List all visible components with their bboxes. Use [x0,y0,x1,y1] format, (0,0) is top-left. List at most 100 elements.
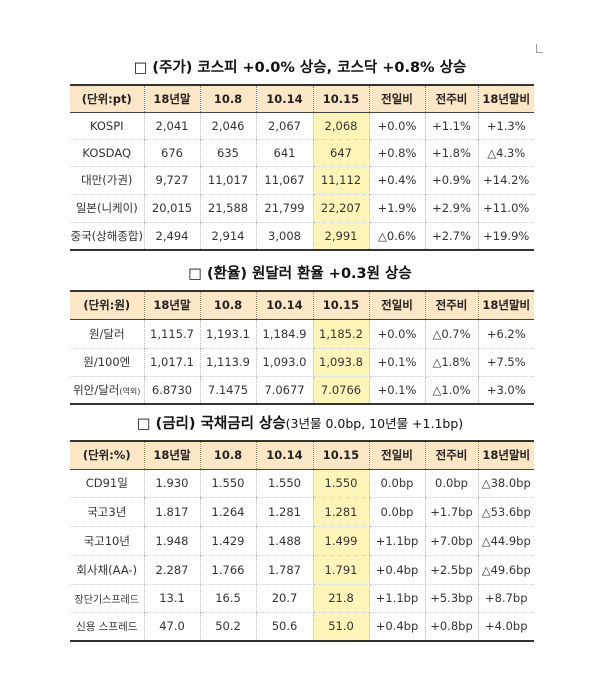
table-cell: +3.0% [477,376,534,405]
table-cell: 1.550 [199,469,256,498]
row-label: 대만(가권) [70,166,144,195]
table-cell: △44.9bp [477,526,534,556]
table-cell-current: 11,112 [312,166,369,195]
row-label: 국고3년 [70,497,144,527]
table-cell: 13.1 [143,584,200,613]
row-label: 신용 스프레드 [70,612,144,642]
rate-table: (단위:%) 18년말 10.8 10.14 10.15 전일비 전주비 18년… [70,440,534,642]
table-cell: +14.2% [477,166,534,195]
table-cell: +1.9% [368,194,425,223]
table-cell-current: 2,991 [312,222,369,251]
table-cell: +11.0% [477,194,534,223]
table-cell: 1.787 [255,555,313,585]
row-label: CD91일 [70,469,144,498]
header-col: 18년말 [143,290,200,320]
table-cell: 676 [143,139,200,167]
header-unit: (단위:%) [70,440,144,470]
table-cell: △0.7% [424,319,478,349]
table-cell: +1.1bp [368,584,425,613]
table-cell: +4.0bp [477,612,534,642]
table-row: 중국(상해종합) 2,494 2,914 3,008 2,991 △0.6% +… [70,222,534,251]
table-cell: 0.0bp [368,469,425,498]
header-unit: (단위:원) [70,290,144,320]
table-cell: +0.4bp [368,555,425,585]
header-col-current: 10.15 [312,84,369,113]
table-cell-current: 1.791 [312,555,369,585]
table-cell: +19.9% [477,222,534,251]
table-cell-current: 1.550 [312,469,369,498]
fx-table: (단위:원) 18년말 10.8 10.14 10.15 전일비 전주비 18년… [70,290,534,405]
table-cell: △38.0bp [477,469,534,498]
stock-section-title: □ (주가) 코스피 +0.0% 상승, 코스닥 +0.8% 상승 [0,56,600,77]
row-label-suffix: (역외) [119,386,141,396]
table-row: 국고3년 1.817 1.264 1.281 1.281 0.0bp +1.7b… [70,497,534,527]
table-row: 장단기스프레드 13.1 16.5 20.7 21.8 +1.1bp +5.3b… [70,584,534,613]
table-cell: 9,727 [143,166,200,195]
table-cell: △4.3% [477,139,534,167]
table-cell-current: 1,185.2 [312,319,369,349]
table-cell: +0.0% [368,112,425,140]
table-cell: 1,193.1 [199,319,256,349]
table-cell: 2,494 [143,222,200,251]
table-cell: +1.8% [424,139,478,167]
table-cell: +1.1bp [368,526,425,556]
table-cell: 3,008 [255,222,313,251]
rate-title-note: (3년물 0.0bp, 10년물 +1.1bp) [285,416,464,431]
table-cell: 16.5 [199,584,256,613]
header-col: 10.14 [255,84,313,113]
row-label: 일본(니케이) [70,194,144,223]
table-cell: 6.8730 [143,376,200,405]
table-cell: 1.429 [199,526,256,556]
table-cell: 1.948 [143,526,200,556]
table-cell: 1.817 [143,497,200,527]
row-label: 장단기스프레드 [70,584,144,613]
table-row: 원/달러 1,115.7 1,193.1 1,184.9 1,185.2 +0.… [70,319,534,349]
table-cell: +0.4% [368,166,425,195]
table-row: 대만(가권) 9,727 11,017 11,067 11,112 +0.4% … [70,166,534,195]
table-cell: +5.3bp [424,584,478,613]
header-col: 전주비 [424,290,478,320]
table-cell-current: 1.281 [312,497,369,527]
table-cell: 1.930 [143,469,200,498]
table-row: CD91일 1.930 1.550 1.550 1.550 0.0bp 0.0b… [70,469,534,498]
table-cell: +0.0% [368,319,425,349]
header-col: 전주비 [424,84,478,113]
table-cell: +0.8bp [424,612,478,642]
table-row: 원/100엔 1,017.1 1,113.9 1,093.0 1,093.8 +… [70,348,534,377]
table-cell: +1.3% [477,112,534,140]
rate-section-title: □ (금리) 국채금리 상승(3년물 0.0bp, 10년물 +1.1bp) [0,412,600,433]
page-corner-mark [536,44,543,53]
table-cell: 1,115.7 [143,319,200,349]
table-cell: 1.550 [255,469,313,498]
table-cell: 2.287 [143,555,200,585]
table-cell: 2,041 [143,112,200,140]
table-cell: 7.0677 [255,376,313,405]
table-cell: 11,067 [255,166,313,195]
table-cell-current: 1,093.8 [312,348,369,377]
table-cell: △49.6bp [477,555,534,585]
table-cell: +1.7bp [424,497,478,527]
fx-header-row: (단위:원) 18년말 10.8 10.14 10.15 전일비 전주비 18년… [70,290,534,320]
header-col-current: 10.15 [312,290,369,320]
table-cell: △1.0% [424,376,478,405]
table-cell: 1.766 [199,555,256,585]
table-cell: +0.8% [368,139,425,167]
table-cell: 2,067 [255,112,313,140]
table-cell: 1.264 [199,497,256,527]
row-label: 중국(상해종합) [70,222,144,251]
table-cell-current: 51.0 [312,612,369,642]
table-row: 일본(니케이) 20,015 21,588 21,799 22,207 +1.9… [70,194,534,223]
table-row: KOSPI 2,041 2,046 2,067 2,068 +0.0% +1.1… [70,112,534,140]
table-cell: 50.6 [255,612,313,642]
table-cell: +0.1% [368,348,425,377]
header-col: 18년말비 [477,440,534,470]
stock-table: (단위:pt) 18년말 10.8 10.14 10.15 전일비 전주비 18… [70,84,534,251]
table-cell: 2,046 [199,112,256,140]
table-cell-current: 21.8 [312,584,369,613]
table-cell: 1.281 [255,497,313,527]
table-cell: +2.9% [424,194,478,223]
table-cell: 1,184.9 [255,319,313,349]
table-cell-current: 2,068 [312,112,369,140]
table-cell: +7.0bp [424,526,478,556]
table-cell: +1.1% [424,112,478,140]
